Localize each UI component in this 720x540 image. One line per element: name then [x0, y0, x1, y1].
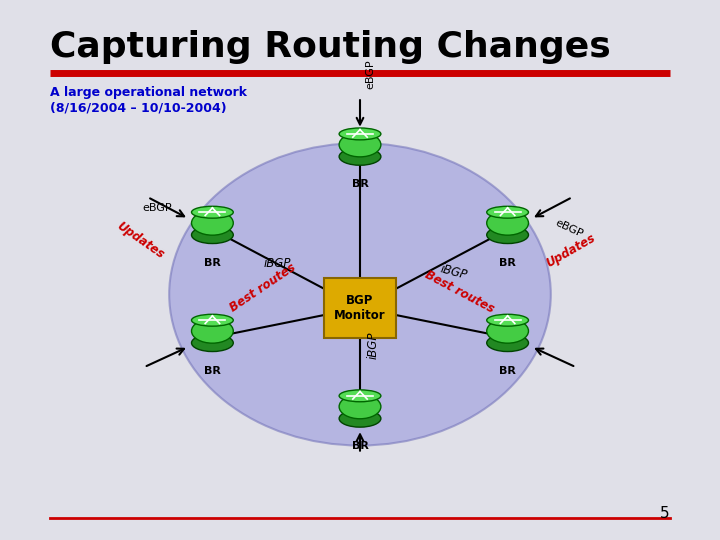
- Text: Best routes: Best routes: [228, 261, 298, 315]
- Text: A large operational network
(8/16/2004 – 10/10-2004): A large operational network (8/16/2004 –…: [50, 86, 248, 114]
- Ellipse shape: [169, 143, 551, 446]
- Ellipse shape: [487, 206, 528, 218]
- Ellipse shape: [192, 334, 233, 352]
- Ellipse shape: [487, 211, 528, 235]
- Text: BR: BR: [351, 179, 369, 190]
- Ellipse shape: [192, 211, 233, 235]
- Ellipse shape: [487, 319, 528, 343]
- Text: BR: BR: [204, 258, 221, 268]
- Ellipse shape: [339, 390, 381, 402]
- Text: Updates: Updates: [114, 219, 166, 261]
- Text: Updates: Updates: [544, 232, 598, 271]
- Ellipse shape: [339, 128, 381, 140]
- Ellipse shape: [192, 314, 233, 326]
- Text: Best routes: Best routes: [423, 268, 496, 315]
- Ellipse shape: [487, 314, 528, 326]
- Text: eBGP: eBGP: [553, 218, 585, 239]
- Text: 5: 5: [660, 506, 670, 521]
- Text: BR: BR: [499, 258, 516, 268]
- Text: iBGP: iBGP: [438, 262, 469, 282]
- Text: BGP
Monitor: BGP Monitor: [334, 294, 386, 322]
- Ellipse shape: [339, 133, 381, 157]
- Ellipse shape: [339, 394, 381, 419]
- Ellipse shape: [339, 148, 381, 165]
- Text: BR: BR: [499, 366, 516, 376]
- Text: BR: BR: [351, 441, 369, 451]
- Text: iBGP: iBGP: [264, 257, 291, 270]
- Text: Capturing Routing Changes: Capturing Routing Changes: [50, 30, 611, 64]
- Ellipse shape: [192, 319, 233, 343]
- FancyBboxPatch shape: [324, 278, 396, 338]
- Ellipse shape: [192, 206, 233, 218]
- Ellipse shape: [339, 410, 381, 427]
- Ellipse shape: [487, 226, 528, 244]
- Ellipse shape: [487, 334, 528, 352]
- Text: eBGP: eBGP: [366, 60, 376, 89]
- Text: BR: BR: [204, 366, 221, 376]
- Text: iBGP: iBGP: [366, 332, 379, 359]
- Text: eBGP: eBGP: [142, 204, 172, 213]
- Ellipse shape: [192, 226, 233, 244]
